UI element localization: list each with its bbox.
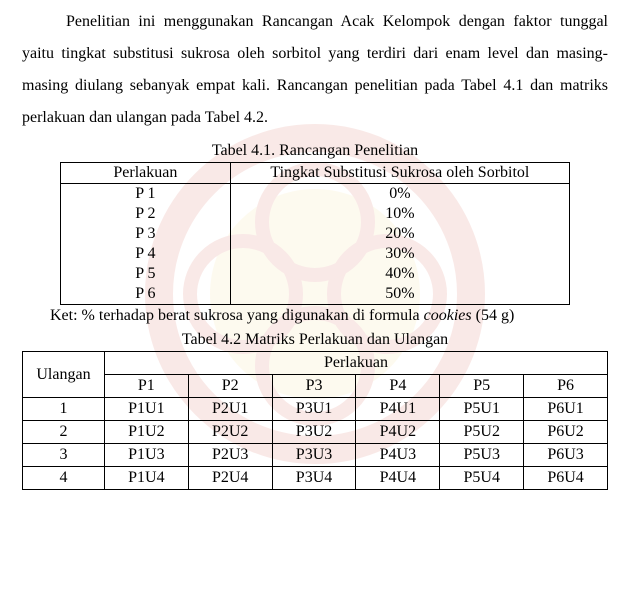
- table41-cell: 20%: [230, 224, 569, 244]
- table42-cell: P6U3: [524, 444, 608, 467]
- table42-cell: P1U2: [104, 421, 188, 444]
- table42-cell: P6U2: [524, 421, 608, 444]
- table42-cell: P2U2: [188, 421, 272, 444]
- table42-cell: P6U4: [524, 467, 608, 490]
- table41-cell: 40%: [230, 264, 569, 284]
- table-42: Ulangan Perlakuan P1 P2 P3 P4 P5 P6 1 P1…: [22, 351, 608, 490]
- table42-cell: P3U1: [272, 398, 356, 421]
- table42-cell: P4U3: [356, 444, 440, 467]
- table42-cell: P1U3: [104, 444, 188, 467]
- table42-header-p1: P1: [104, 375, 188, 398]
- table42-cell: P6U1: [524, 398, 608, 421]
- table-row: P 2 10%: [61, 204, 570, 224]
- table42-cell: P5U4: [440, 467, 524, 490]
- table41-header-tingkat: Tingkat Substitusi Sukrosa oleh Sorbitol: [230, 163, 569, 184]
- table-row: 3 P1U3 P2U3 P3U3 P4U3 P5U3 P6U3: [23, 444, 608, 467]
- table42-header-p6: P6: [524, 375, 608, 398]
- table42-header-p4: P4: [356, 375, 440, 398]
- table-row: P 5 40%: [61, 264, 570, 284]
- table42-caption: Tabel 4.2 Matriks Perlakuan dan Ulangan: [22, 331, 608, 349]
- table-row: P 1 0%: [61, 184, 570, 205]
- table42-rowlabel: 3: [23, 444, 105, 467]
- table42-rowlabel: 4: [23, 467, 105, 490]
- table41-cell: 50%: [230, 284, 569, 305]
- table42-rowlabel: 1: [23, 398, 105, 421]
- table41-caption: Tabel 4.1. Rancangan Penelitian: [22, 142, 608, 160]
- table41-cell: P 5: [61, 264, 231, 284]
- table42-header-p3: P3: [272, 375, 356, 398]
- table42-cell: P4U4: [356, 467, 440, 490]
- table-row: 1 P1U1 P2U1 P3U1 P4U1 P5U1 P6U1: [23, 398, 608, 421]
- table42-cell: P2U3: [188, 444, 272, 467]
- table-row: Perlakuan Tingkat Substitusi Sukrosa ole…: [61, 163, 570, 184]
- table42-cell: P3U2: [272, 421, 356, 444]
- ket-suffix: (54 g): [472, 307, 515, 324]
- body-paragraph: Penelitian ini menggunakan Rancangan Aca…: [22, 6, 608, 134]
- table42-cell: P4U2: [356, 421, 440, 444]
- table41-cell: 10%: [230, 204, 569, 224]
- table-row: P 4 30%: [61, 244, 570, 264]
- ket-italic: cookies: [424, 307, 472, 324]
- table-row: P 6 50%: [61, 284, 570, 305]
- ket-prefix: Ket: % terhadap berat sukrosa yang digun…: [50, 307, 424, 324]
- table41-cell: P 3: [61, 224, 231, 244]
- table42-cell: P5U3: [440, 444, 524, 467]
- table42-header-ulangan: Ulangan: [23, 352, 105, 398]
- table-41: Perlakuan Tingkat Substitusi Sukrosa ole…: [60, 162, 570, 305]
- table42-cell: P3U4: [272, 467, 356, 490]
- table41-cell: P 2: [61, 204, 231, 224]
- table41-cell: 30%: [230, 244, 569, 264]
- table41-header-perlakuan: Perlakuan: [61, 163, 231, 184]
- table42-cell: P4U1: [356, 398, 440, 421]
- table41-cell: 0%: [230, 184, 569, 205]
- table42-header-perlakuan: Perlakuan: [104, 352, 607, 375]
- table42-cell: P2U4: [188, 467, 272, 490]
- table-row: P 3 20%: [61, 224, 570, 244]
- table-row: 2 P1U2 P2U2 P3U2 P4U2 P5U2 P6U2: [23, 421, 608, 444]
- table42-header-p5: P5: [440, 375, 524, 398]
- table-row: P1 P2 P3 P4 P5 P6: [23, 375, 608, 398]
- table42-cell: P1U4: [104, 467, 188, 490]
- table-row: 4 P1U4 P2U4 P3U4 P4U4 P5U4 P6U4: [23, 467, 608, 490]
- paragraph-text: Penelitian ini menggunakan Rancangan Aca…: [22, 13, 608, 126]
- table41-cell: P 1: [61, 184, 231, 205]
- table42-cell: P2U1: [188, 398, 272, 421]
- table42-cell: P3U3: [272, 444, 356, 467]
- table-row: Ulangan Perlakuan: [23, 352, 608, 375]
- table41-cell: P 6: [61, 284, 231, 305]
- table41-cell: P 4: [61, 244, 231, 264]
- table42-rowlabel: 2: [23, 421, 105, 444]
- table41-footnote: Ket: % terhadap berat sukrosa yang digun…: [50, 307, 608, 325]
- table42-cell: P5U2: [440, 421, 524, 444]
- table42-cell: P5U1: [440, 398, 524, 421]
- table42-header-p2: P2: [188, 375, 272, 398]
- table42-cell: P1U1: [104, 398, 188, 421]
